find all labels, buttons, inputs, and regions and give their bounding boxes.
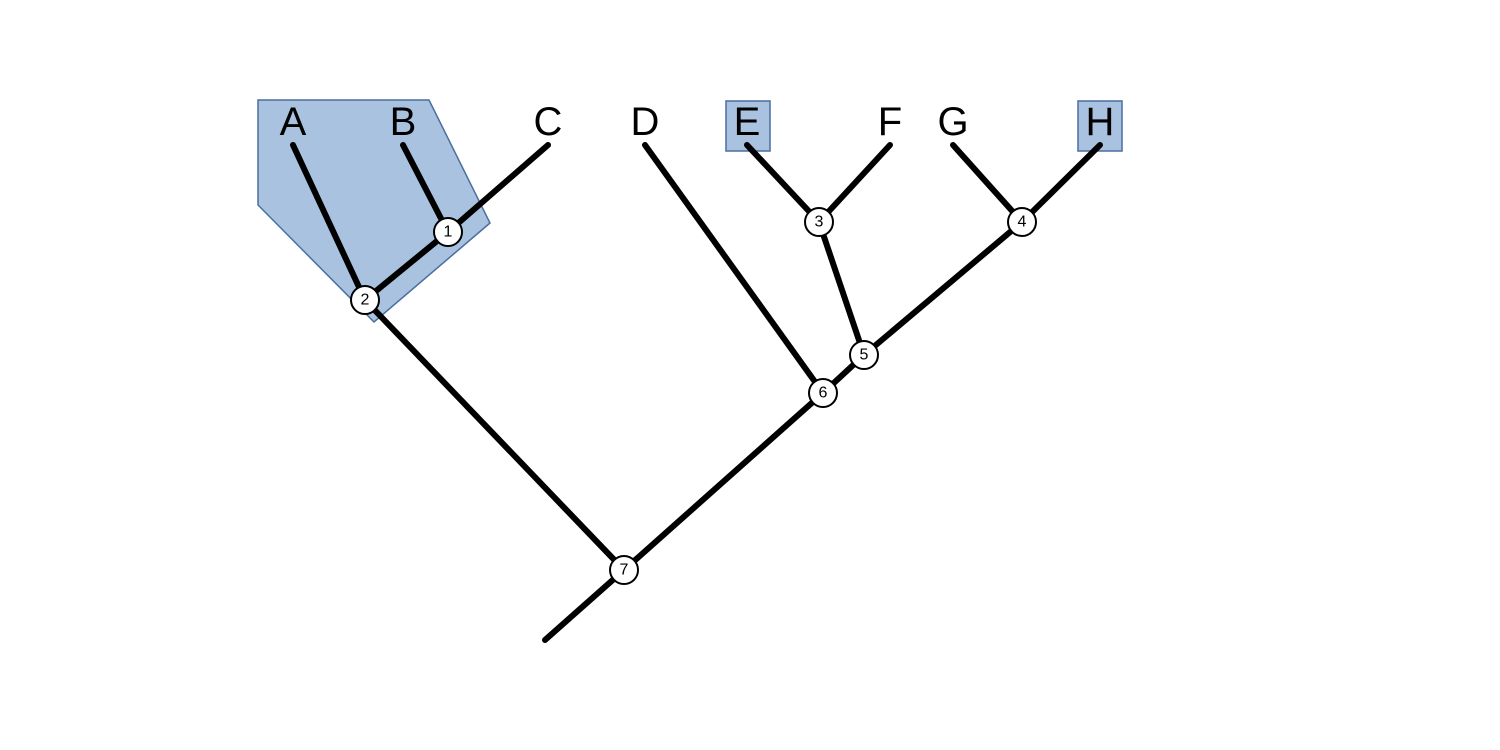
tree-edge [1022,145,1100,222]
leaf-label-G: G [937,100,968,144]
leaf-label-C: C [534,100,563,144]
tree-node-label-6: 6 [819,385,828,402]
tree-svg: 1 2 3 4 5 6 7 A B C D E FG H [0,0,1500,750]
leaf-label-D: D [631,100,660,144]
tree-edge [747,145,819,222]
tree-edge [624,393,823,570]
tree-node-label-4: 4 [1018,214,1027,231]
tree-node-label-1: 1 [444,224,453,241]
leaf-label-H: H [1086,100,1115,144]
tree-node-label-5: 5 [860,347,869,364]
tree-edge [953,145,1022,222]
tree-node-label-2: 2 [361,292,370,309]
tree-edge [545,570,624,640]
tree-edge [819,145,890,222]
tree-node-label-3: 3 [815,214,824,231]
tree-edge [819,222,864,355]
tree-edge [645,145,823,393]
tree-node-label-7: 7 [620,562,629,579]
leaf-label-F: F [878,100,902,144]
phylogenetic-tree-diagram: 1 2 3 4 5 6 7 A B C D E FG H [0,0,1500,750]
tree-edge [864,222,1022,355]
leaf-label-A: A [280,100,307,144]
tree-edge [365,300,624,570]
leaf-label-E: E [734,100,761,144]
leaf-label-B: B [390,100,417,144]
